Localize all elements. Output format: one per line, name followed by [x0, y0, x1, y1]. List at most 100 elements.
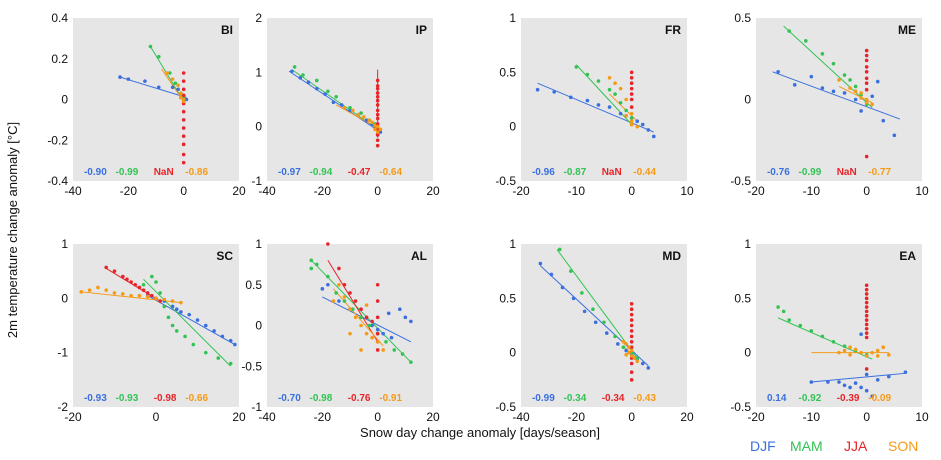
data-point-jja [629, 312, 634, 317]
data-point-jja [181, 79, 186, 83]
x-tick-label: 10 [915, 410, 929, 424]
data-point-jja [375, 331, 380, 336]
panel-title: MD [662, 249, 681, 263]
data-point-son [618, 86, 623, 91]
data-point-son [627, 350, 631, 355]
data-point-mam [191, 342, 196, 347]
panel-al: -40 -20 0 20 -1 -0.5 0 0.5 1 AL -0.70 -0.98 -0.76 -0.… [241, 237, 440, 424]
x-tick-label: 0 [153, 410, 160, 424]
panel-ip: -40 -20 0 20 -1 0 1 2 IP -0.97 -0.94 -0.47 -0.64 [251, 11, 440, 198]
data-point-jja [181, 93, 186, 98]
data-point-djf [809, 74, 814, 79]
data-point-djf [887, 374, 891, 379]
data-point-mam [409, 360, 413, 364]
data-point-jja [864, 48, 869, 53]
x-tick-label: -20 [568, 410, 586, 424]
fit-line-mam [783, 25, 873, 109]
data-point-son [629, 348, 634, 353]
data-point-jja [181, 160, 186, 165]
data-point-djf [364, 118, 369, 122]
data-point-mam [309, 266, 314, 271]
data-point-djf [875, 378, 880, 382]
data-point-djf [571, 296, 576, 301]
data-point-son [370, 335, 374, 340]
data-point-djf [593, 320, 598, 325]
data-point-son [870, 102, 874, 107]
data-point-djf [870, 394, 874, 398]
data-point-mam [635, 356, 639, 360]
data-point-mam [591, 307, 595, 312]
data-point-jja [375, 103, 380, 107]
data-point-jja [864, 53, 869, 58]
data-point-jja [864, 292, 869, 296]
data-point-son [624, 114, 628, 118]
data-point-djf [290, 69, 294, 74]
data-point-son [848, 86, 852, 90]
fit-line-mam [556, 249, 638, 359]
data-point-son [859, 350, 863, 355]
fit-line-djf [322, 296, 412, 343]
x-tick-label: -40 [258, 184, 276, 198]
data-point-jja [375, 348, 380, 352]
data-point-djf [378, 130, 383, 134]
y-tick-label: 0 [61, 93, 68, 107]
data-point-son [624, 353, 628, 357]
data-point-jja [864, 283, 869, 288]
correlation-djf: -0.90 [84, 167, 107, 178]
data-point-mam [618, 100, 623, 105]
data-point-jja [364, 315, 369, 320]
data-point-jja [348, 291, 352, 295]
data-point-son [342, 105, 347, 110]
plot-area [267, 18, 433, 181]
correlation-mam: -0.92 [799, 393, 822, 404]
data-point-son [848, 345, 852, 350]
data-point-jja [181, 118, 186, 122]
data-point-son [375, 130, 380, 134]
data-point-djf [837, 380, 841, 384]
data-point-son [145, 294, 150, 299]
data-point-jja [864, 154, 869, 159]
correlation-jja: -0.76 [348, 393, 371, 404]
y-tick-label: -0.5 [730, 400, 751, 414]
data-point-djf [195, 318, 200, 322]
data-point-son [378, 127, 383, 132]
plot-area [267, 244, 433, 407]
data-point-mam [216, 356, 221, 360]
data-point-djf [859, 385, 863, 390]
data-point-jja [375, 116, 380, 121]
x-tick-label: 0 [628, 184, 635, 198]
data-point-djf [585, 98, 590, 103]
data-point-jja [129, 280, 133, 284]
panel-title: EA [899, 249, 916, 263]
data-point-jja [864, 335, 869, 340]
data-point-djf [820, 86, 825, 90]
data-point-son [881, 345, 886, 350]
data-point-mam [183, 334, 187, 339]
correlation-mam: -0.94 [310, 167, 333, 178]
plot-area [73, 18, 239, 181]
panel-title: SC [216, 249, 233, 263]
data-point-jja [629, 340, 634, 344]
x-tick-label: -10 [803, 410, 821, 424]
data-point-son [613, 81, 617, 85]
y-tick-label: -0.5 [495, 400, 516, 414]
data-point-djf [306, 80, 311, 84]
data-point-son [635, 124, 639, 129]
y-tick-label: 0 [61, 291, 68, 305]
data-point-jja [864, 322, 869, 327]
panel-sc: -20 0 20 -2 -1 0 1 SC -0.93 -0.93 -0.98 -0.66 [57, 237, 246, 424]
y-tick-label: 0.2 [51, 52, 68, 66]
data-point-djf [386, 311, 391, 316]
data-point-son [181, 97, 186, 102]
data-point-jja [629, 323, 634, 328]
data-point-mam [585, 72, 590, 77]
data-point-mam [569, 269, 573, 273]
data-point-jja [181, 142, 186, 147]
data-point-djf [569, 95, 573, 100]
data-point-mam [315, 78, 319, 83]
data-point-mam [613, 92, 617, 96]
data-point-jja [375, 127, 380, 132]
y-tick-label: 0 [744, 93, 751, 107]
data-point-djf [604, 331, 609, 335]
